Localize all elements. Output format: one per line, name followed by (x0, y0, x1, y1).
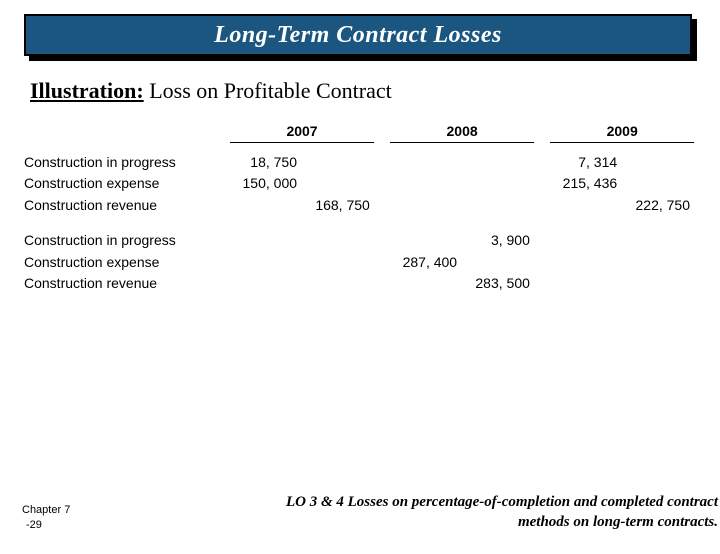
lo-line2: methods on long-term contracts. (102, 512, 718, 532)
cell-value: 18, 750 (230, 153, 301, 173)
illustration-rest: Loss on Profitable Contract (144, 78, 392, 103)
table-row: Construction in progress 18, 750 7, 314 (20, 153, 694, 173)
title-banner: Long-Term Contract Losses (24, 14, 696, 60)
contract-table-wrap: 2007 2008 2009 Construction in progress … (18, 120, 696, 296)
year-2007: 2007 (230, 122, 374, 143)
row-label: Construction expense (20, 174, 228, 194)
illustration-subheader: Illustration: Loss on Profitable Contrac… (30, 78, 720, 104)
table-row: Construction expense 150, 000 215, 436 (20, 174, 694, 194)
illustration-lead: Illustration: (30, 78, 144, 103)
cell-value: 150, 000 (230, 174, 301, 194)
header-spacer (20, 122, 228, 143)
row-label: Construction in progress (20, 231, 228, 251)
row-label: Construction in progress (20, 153, 228, 173)
cell-value: 215, 436 (550, 174, 621, 194)
lo-line1: LO 3 & 4 Losses on percentage-of-complet… (102, 492, 718, 512)
title-text: Long-Term Contract Losses (214, 22, 502, 49)
chapter-line1: Chapter 7 (22, 503, 102, 517)
cell-value: 7, 314 (550, 153, 621, 173)
year-header-row: 2007 2008 2009 (20, 122, 694, 143)
title-face: Long-Term Contract Losses (24, 14, 692, 56)
row-label: Construction revenue (20, 274, 228, 294)
table-row: Construction revenue 168, 750 222, 750 (20, 196, 694, 216)
cell-value: 168, 750 (303, 196, 374, 216)
row-label: Construction revenue (20, 196, 228, 216)
chapter-line2: -29 (22, 518, 102, 532)
header-gap-row (20, 145, 694, 151)
table-row: Construction revenue 283, 500 (20, 274, 694, 294)
table-row: Construction in progress 3, 900 (20, 231, 694, 251)
year-2008: 2008 (390, 122, 534, 143)
learning-objective: LO 3 & 4 Losses on percentage-of-complet… (102, 492, 720, 533)
group-gap-row (20, 217, 694, 229)
year-2009: 2009 (550, 122, 694, 143)
slide-footer: Chapter 7 -29 LO 3 & 4 Losses on percent… (0, 492, 720, 533)
cell-value: 287, 400 (390, 253, 461, 273)
chapter-marker: Chapter 7 -29 (22, 503, 102, 532)
row-label: Construction expense (20, 253, 228, 273)
contract-table: 2007 2008 2009 Construction in progress … (18, 120, 696, 296)
cell-value: 3, 900 (463, 231, 534, 251)
cell-value: 283, 500 (463, 274, 534, 294)
cell-value: 222, 750 (623, 196, 694, 216)
table-row: Construction expense 287, 400 (20, 253, 694, 273)
